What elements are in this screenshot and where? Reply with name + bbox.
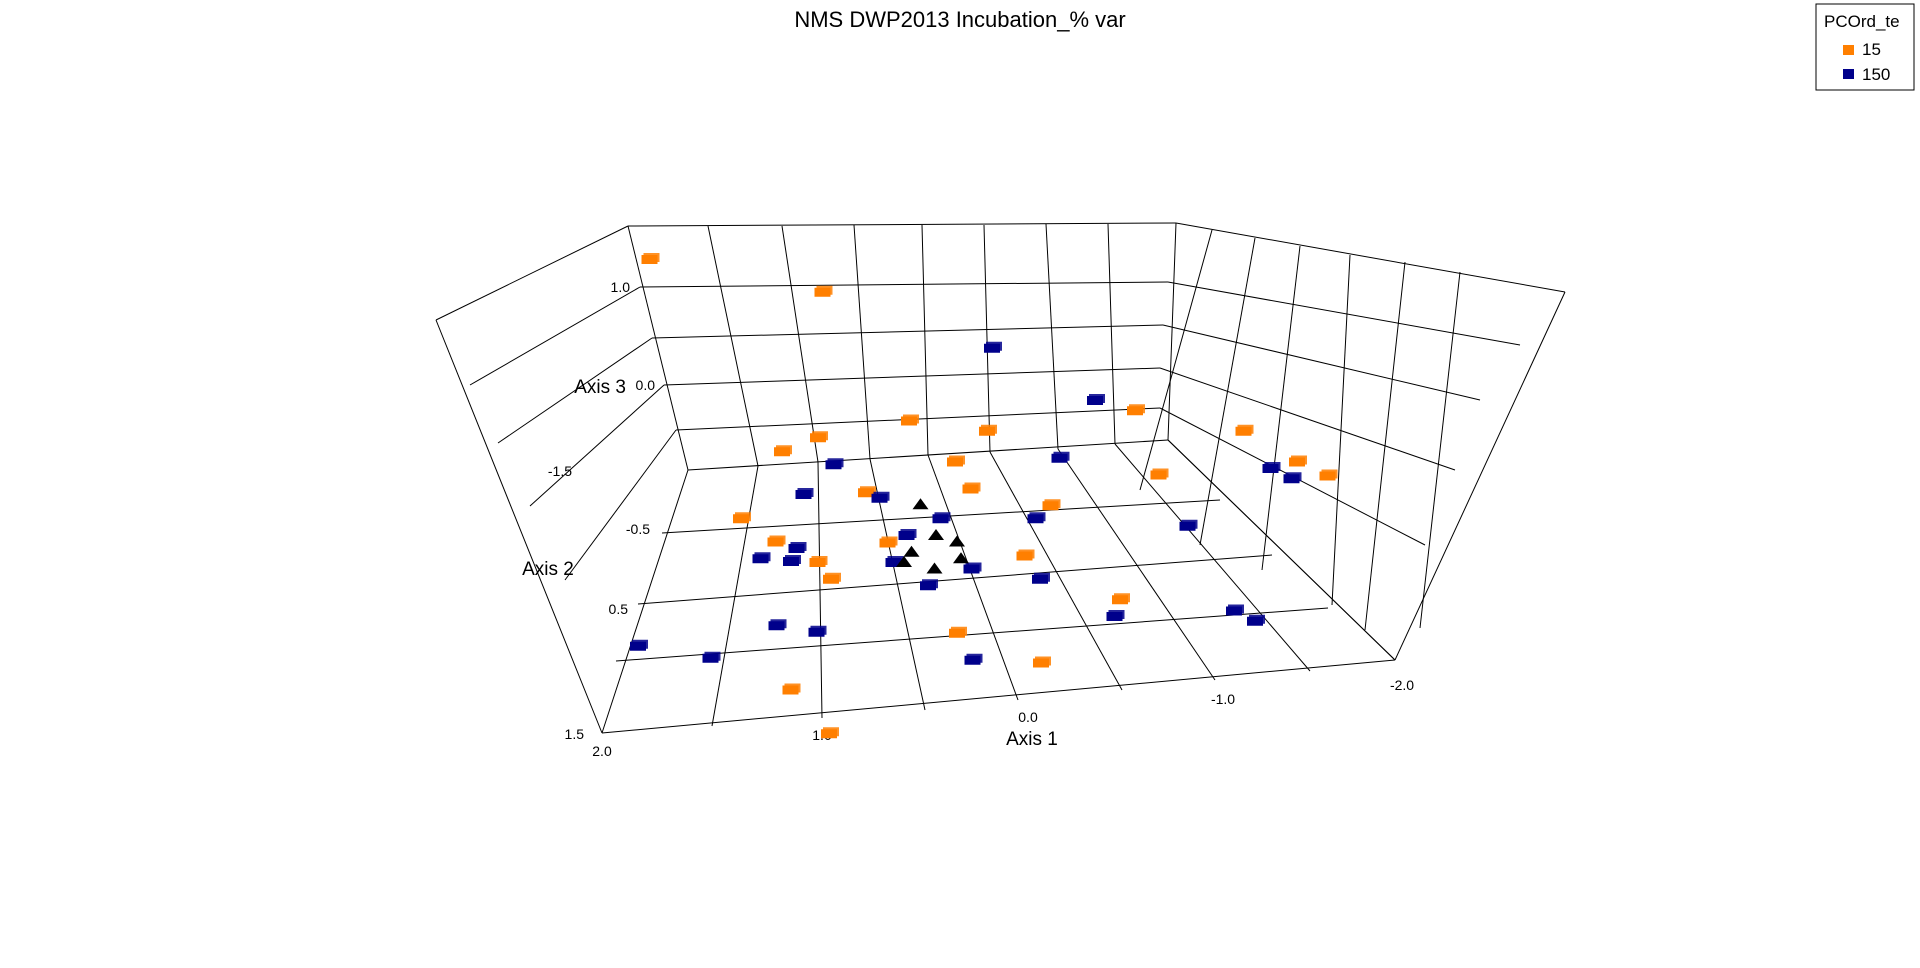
data-point-series-150 [702, 651, 721, 663]
data-point-series-15 [1112, 593, 1130, 605]
data-point-series-15 [1016, 549, 1035, 561]
data-point-series-15 [733, 512, 751, 524]
data-point-series-15 [962, 482, 981, 494]
data-point-unlabeled [926, 562, 943, 574]
legend-box [1815, 3, 1915, 91]
left-wall-grid [435, 225, 677, 734]
data-point-series-150 [1262, 462, 1281, 473]
data-point-series-150 [1051, 451, 1070, 463]
data-point-series-15 [947, 455, 965, 467]
data-point-series-150 [885, 556, 904, 567]
axis-2-tick-label: 0.5 [609, 601, 629, 617]
data-point-unlabeled [928, 529, 944, 540]
data-point-series-150 [1226, 604, 1244, 616]
data-point-series-15 [782, 683, 801, 695]
data-points [630, 253, 1338, 739]
data-point-series-150 [808, 625, 827, 637]
data-point-series-150 [1027, 512, 1046, 524]
data-point-series-15 [1235, 424, 1254, 436]
data-point-unlabeled [912, 498, 929, 510]
axis-2-tick-label: -1.5 [548, 463, 572, 479]
data-point-series-150 [920, 579, 938, 591]
data-point-series-150 [964, 653, 983, 665]
data-point-series-150 [783, 555, 801, 566]
data-point-series-15 [821, 727, 839, 739]
data-point-series-150 [825, 458, 844, 470]
legend: PCOrd_te 15 150 [1815, 3, 1915, 91]
data-point-series-15 [767, 535, 786, 547]
axis-1-tick-label: 2.0 [592, 743, 612, 759]
data-point-series-15 [809, 556, 828, 567]
data-point-series-150 [963, 562, 982, 574]
data-point-series-15 [1319, 469, 1338, 481]
data-point-series-150 [932, 512, 951, 524]
data-point-series-150 [630, 639, 648, 651]
data-point-series-15 [979, 424, 997, 436]
data-point-series-150 [788, 542, 807, 553]
floor-grid [601, 439, 1396, 734]
axis-1-tick-label: 0.0 [1018, 709, 1038, 725]
data-point-series-15 [858, 486, 876, 498]
data-point-series-15 [774, 445, 792, 457]
data-point-series-150 [1179, 519, 1198, 531]
data-point-series-15 [810, 431, 828, 443]
right-wall-grid [1139, 222, 1566, 661]
axis-2-title: Axis 2 [522, 559, 574, 580]
back-wall-grid [627, 222, 1177, 471]
axis-2-tick-label: -0.5 [626, 521, 650, 537]
data-point-series-15 [1033, 656, 1051, 668]
data-point-series-150 [1032, 572, 1050, 584]
data-point-series-150 [898, 529, 917, 540]
data-point-unlabeled [953, 552, 969, 564]
data-point-series-15 [823, 572, 841, 584]
data-point-series-150 [768, 619, 787, 631]
data-point-series-150 [752, 552, 771, 564]
legend-swatch-15 [1843, 45, 1854, 55]
data-point-series-15 [1289, 455, 1307, 467]
axis-1-tick-label: -1.0 [1211, 691, 1235, 707]
data-point-unlabeled [896, 556, 912, 567]
axis-1-tick-label: -2.0 [1390, 677, 1414, 693]
data-point-series-150 [795, 488, 814, 499]
data-point-unlabeled [949, 535, 965, 547]
data-point-series-15 [879, 536, 898, 548]
data-point-series-150 [984, 341, 1002, 353]
legend-title: PCOrd_te [1824, 12, 1900, 31]
legend-label-150: 150 [1862, 65, 1890, 84]
legend-swatch-150 [1843, 69, 1854, 79]
data-point-series-15 [901, 414, 919, 426]
data-point-series-150 [871, 491, 890, 503]
data-point-series-15 [1150, 468, 1169, 480]
data-point-series-150 [1247, 614, 1265, 626]
axis-3-title: Axis 3 [574, 377, 626, 398]
data-point-series-15 [1127, 404, 1145, 416]
data-point-series-15 [814, 285, 833, 297]
axis-2-tick-label: 1.5 [565, 726, 585, 742]
data-point-series-15 [949, 626, 967, 638]
chart-title: NMS DWP2013 Incubation_% var [794, 7, 1125, 32]
axis-1-title: Axis 1 [1006, 729, 1058, 750]
data-point-series-15 [1042, 499, 1061, 511]
axis-tick-labels: 2.01.00.0-1.0-2.0-1.5-0.50.51.51.00.0 [548, 279, 1414, 759]
axis-3-tick-label: 0.0 [636, 377, 656, 393]
axis-3-tick-label: 1.0 [611, 279, 631, 295]
data-point-series-150 [1106, 610, 1125, 621]
legend-label-15: 15 [1862, 40, 1881, 59]
data-point-series-150 [1283, 472, 1302, 484]
grid-box [435, 222, 1566, 734]
data-point-series-15 [641, 253, 660, 264]
data-point-series-150 [1087, 394, 1105, 405]
data-point-unlabeled [903, 545, 920, 557]
